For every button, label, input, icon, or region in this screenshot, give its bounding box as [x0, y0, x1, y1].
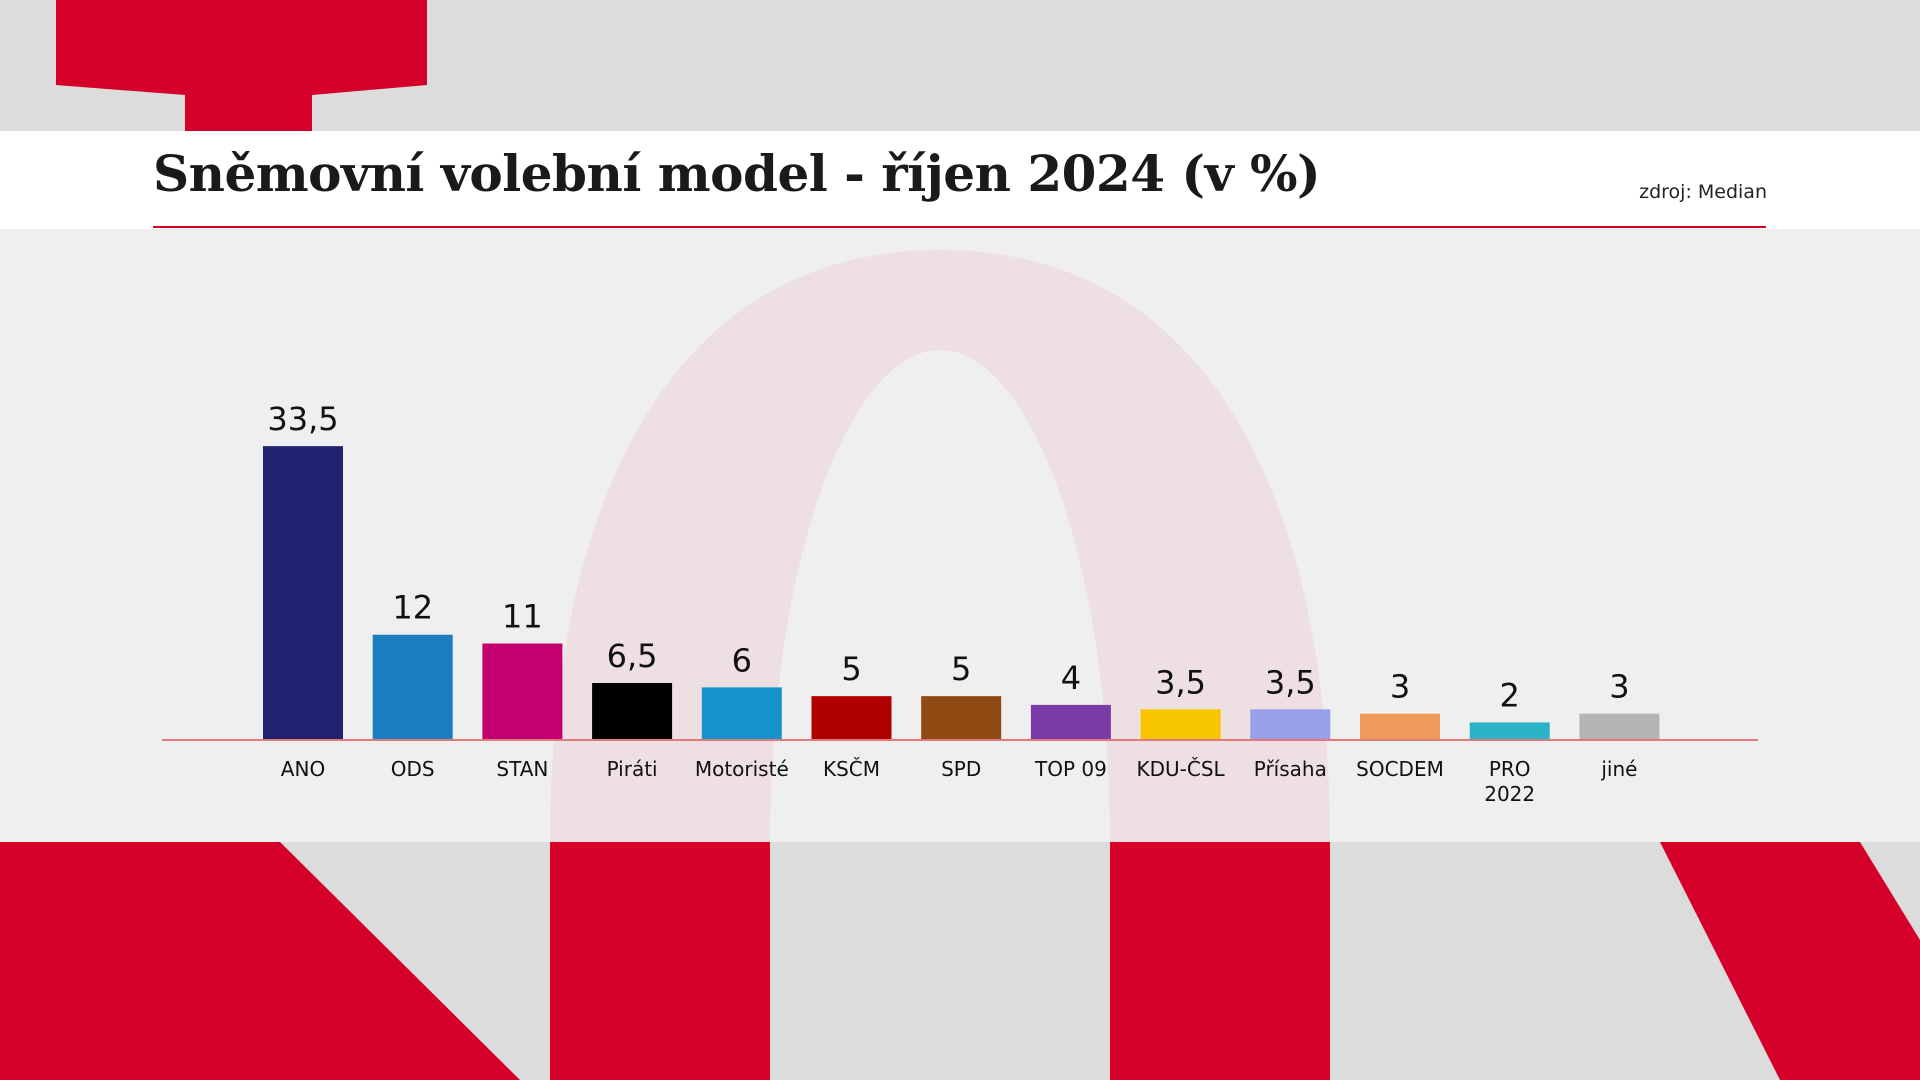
value-label-8: 4	[1061, 659, 1081, 697]
decorative-letter-n	[0, 842, 520, 1080]
value-label-2: 12	[392, 589, 433, 627]
category-label-line: KDU-ČSL	[1137, 757, 1226, 781]
bar-2	[372, 634, 453, 740]
title-rule	[153, 226, 1766, 228]
bar-11	[1360, 713, 1440, 740]
value-label-6: 5	[841, 650, 861, 688]
value-label-13: 3	[1609, 668, 1629, 706]
category-label-line: PRO	[1489, 757, 1531, 781]
category-label-1: ANO	[281, 757, 325, 781]
bars-group	[263, 446, 1660, 740]
bar-5	[701, 687, 782, 740]
category-label-9: KDU-ČSL	[1137, 757, 1226, 781]
value-label-3: 11	[502, 598, 543, 636]
bar-4	[592, 682, 673, 740]
category-label-line: 2022	[1484, 782, 1535, 806]
category-label-line: jiné	[1600, 757, 1637, 781]
category-label-3: STAN	[496, 757, 548, 781]
decorative-letter-top	[56, 0, 427, 131]
category-label-12: PRO 2022	[1484, 757, 1535, 806]
bar-7	[921, 696, 1002, 740]
value-label-5: 6	[732, 641, 752, 679]
value-label-1: 33,5	[267, 400, 338, 438]
chart-title: Sněmovní volební model - říjen 2024 (v %…	[153, 144, 1321, 203]
category-label-line: TOP 09	[1034, 757, 1107, 781]
category-label-11: SOCDEM	[1356, 757, 1444, 781]
category-label-line: Piráti	[607, 757, 658, 781]
value-label-12: 2	[1500, 676, 1520, 714]
category-label-line: STAN	[496, 757, 548, 781]
value-labels-group: 33,5 12 11 6,5 6 5 5 4 3,5 3,5 3 2 3	[267, 400, 1629, 714]
value-label-11: 3	[1390, 668, 1410, 706]
decorative-letter-v	[1660, 842, 1920, 1080]
bar-6	[811, 696, 892, 740]
category-label-13: jiné	[1600, 757, 1637, 781]
value-label-7: 5	[951, 650, 971, 688]
category-label-6: KSČM	[823, 757, 880, 781]
category-label-2: ODS	[391, 757, 435, 781]
value-label-9: 3,5	[1155, 663, 1206, 701]
category-label-8: TOP 09	[1034, 757, 1107, 781]
category-label-line: Motoristé	[695, 757, 789, 781]
bar-12	[1469, 722, 1550, 740]
category-label-line: KSČM	[823, 757, 880, 781]
bar-10	[1250, 709, 1331, 740]
category-label-line: SOCDEM	[1356, 757, 1444, 781]
category-label-line: SPD	[941, 757, 981, 781]
bar-9	[1140, 709, 1221, 740]
category-label-line: Přísaha	[1254, 757, 1327, 781]
category-label-10: Přísaha	[1254, 757, 1327, 781]
category-label-7: SPD	[941, 757, 981, 781]
category-labels-group: ANO ODS STAN Piráti Motoristé KSČM SPD TOP 09 KD…	[281, 757, 1638, 806]
category-label-line: ODS	[391, 757, 435, 781]
bar-3	[482, 643, 563, 740]
category-label-line: ANO	[281, 757, 325, 781]
header-band	[0, 131, 1920, 229]
category-label-4: Piráti	[607, 757, 658, 781]
value-label-10: 3,5	[1265, 663, 1316, 701]
value-label-4: 6,5	[607, 637, 658, 675]
source-label: zdroj: Median	[1639, 181, 1767, 203]
bar-13	[1579, 713, 1660, 740]
bar-8	[1030, 704, 1111, 740]
bar-1	[263, 446, 343, 740]
category-label-5: Motoristé	[695, 757, 789, 781]
